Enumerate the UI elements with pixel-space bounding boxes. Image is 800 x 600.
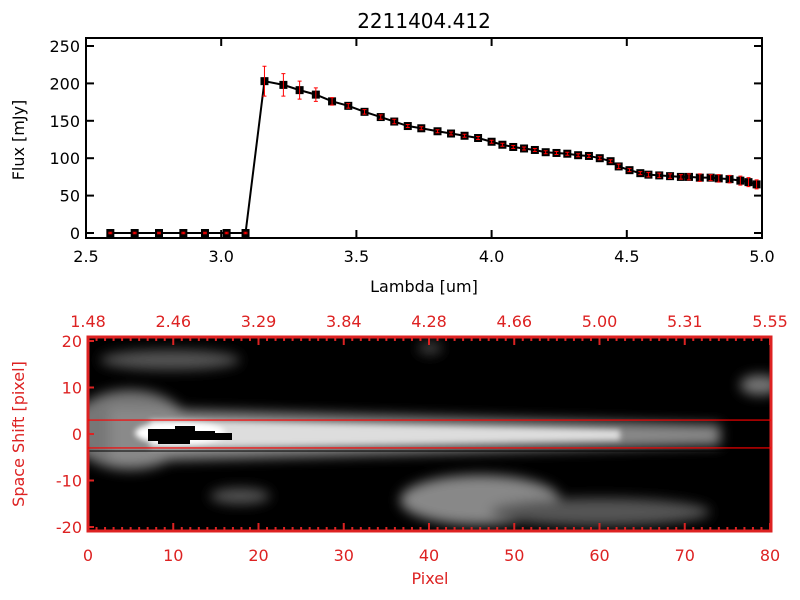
y-tick-label: 0 [72, 425, 82, 444]
x-tick-label: 3.5 [344, 247, 369, 266]
image-y-axis-label: Space Shift [pixel] [9, 361, 28, 507]
top-wavelength-tick-label: 4.28 [411, 312, 447, 331]
x-tick-label: 5.0 [749, 247, 774, 266]
error-bar [419, 126, 424, 131]
error-bar [435, 129, 440, 134]
x-tick-label: 30 [334, 546, 354, 565]
top-wavelength-tick-label: 3.29 [241, 312, 277, 331]
error-bar [181, 231, 186, 235]
error-bar [449, 131, 454, 136]
x-tick-label: 3.0 [208, 247, 233, 266]
error-bar [616, 163, 621, 170]
error-bar [708, 174, 713, 182]
image-x-axis-label: Pixel [411, 569, 448, 588]
y-tick-label: 150 [49, 112, 80, 131]
error-bar [202, 231, 207, 235]
error-bar [346, 103, 351, 109]
error-bar [489, 139, 494, 144]
x-tick-label: 0 [83, 546, 93, 565]
spectrum-plot: 2.5 3.0 3.5 4.0 4.5 5.0 0 50 100 150 200 250 [49, 37, 775, 266]
error-bar [500, 142, 505, 147]
top-wavelength-tick-label: 4.66 [496, 312, 532, 331]
error-bar [686, 173, 691, 181]
error-bar [746, 177, 751, 188]
error-bar [646, 171, 651, 178]
error-bar [543, 150, 548, 155]
x-tick-label: 40 [419, 546, 439, 565]
plot-frame [85, 37, 763, 239]
error-bar [586, 153, 591, 158]
error-bar [462, 133, 467, 138]
chart-title: 2211404.412 [357, 9, 491, 33]
error-bar [243, 231, 248, 235]
x-axis-label: Lambda [um] [370, 277, 478, 296]
y-tick-label: 0 [70, 224, 80, 243]
error-bar [754, 179, 759, 190]
error-bar [262, 65, 267, 97]
error-bar [378, 114, 383, 120]
y-tick-label: 10 [62, 379, 82, 398]
error-bar [697, 173, 702, 182]
error-bar [627, 168, 632, 173]
error-bar [330, 97, 335, 106]
error-bar [405, 124, 410, 129]
top-wavelength-tick-label: 5.31 [667, 312, 703, 331]
error-bar [657, 172, 662, 179]
y-axis-label: Flux [mJy] [9, 100, 28, 181]
x-tick-label: 50 [504, 546, 524, 565]
error-bar [476, 136, 481, 140]
error-bar [716, 174, 721, 183]
x-tick-label: 10 [163, 546, 183, 565]
error-bar [678, 174, 683, 180]
error-bar [638, 171, 643, 176]
error-bar [576, 153, 581, 158]
y-tick-label: 20 [62, 332, 82, 351]
x-tick-label: 4.5 [614, 247, 639, 266]
x-tick-label: 2.5 [73, 247, 98, 266]
error-bar [738, 175, 743, 186]
error-bar [362, 109, 367, 115]
error-bar [224, 231, 229, 235]
error-bar [297, 80, 302, 100]
x-tick-label: 20 [248, 546, 268, 565]
error-bar [554, 150, 559, 155]
top-wavelength-tick-label: 2.46 [155, 312, 191, 331]
error-bar [532, 147, 537, 152]
top-wavelength-tick-label: 3.84 [326, 312, 362, 331]
top-wavelength-tick-label: 1.48 [70, 312, 106, 331]
y-tick-label: 50 [60, 187, 80, 206]
error-bar [392, 118, 397, 125]
error-bar [522, 146, 527, 151]
error-bar [511, 144, 516, 149]
x-tick-label: 80 [760, 546, 780, 565]
y-tick-label: 200 [49, 74, 80, 93]
y-tick-label: -20 [56, 518, 82, 537]
x-tick-label: 4.0 [479, 247, 504, 266]
error-bar [727, 174, 732, 184]
x-tick-label: 60 [589, 546, 609, 565]
error-bar [565, 151, 570, 156]
error-bar [313, 87, 318, 102]
error-bar [597, 156, 602, 161]
image-axes: 0 10 20 30 40 50 60 70 80 1.48 2.46 3.29 3.84 4.28 4.6… [56, 312, 788, 565]
top-wavelength-tick-label: 5.00 [582, 312, 618, 331]
top-wavelength-tick-label: 5.55 [752, 312, 788, 331]
y-tick-label: -10 [56, 472, 82, 491]
y-tick-label: 250 [49, 37, 80, 56]
x-tick-label: 70 [675, 546, 695, 565]
error-bar [108, 231, 113, 235]
error-bar [668, 173, 673, 179]
error-bar [157, 231, 162, 235]
error-bar [608, 159, 613, 164]
spectrum-image [88, 337, 771, 531]
error-bar [281, 73, 286, 97]
error-bar [132, 231, 137, 235]
flux-line [110, 79, 757, 234]
y-tick-label: 100 [49, 149, 80, 168]
